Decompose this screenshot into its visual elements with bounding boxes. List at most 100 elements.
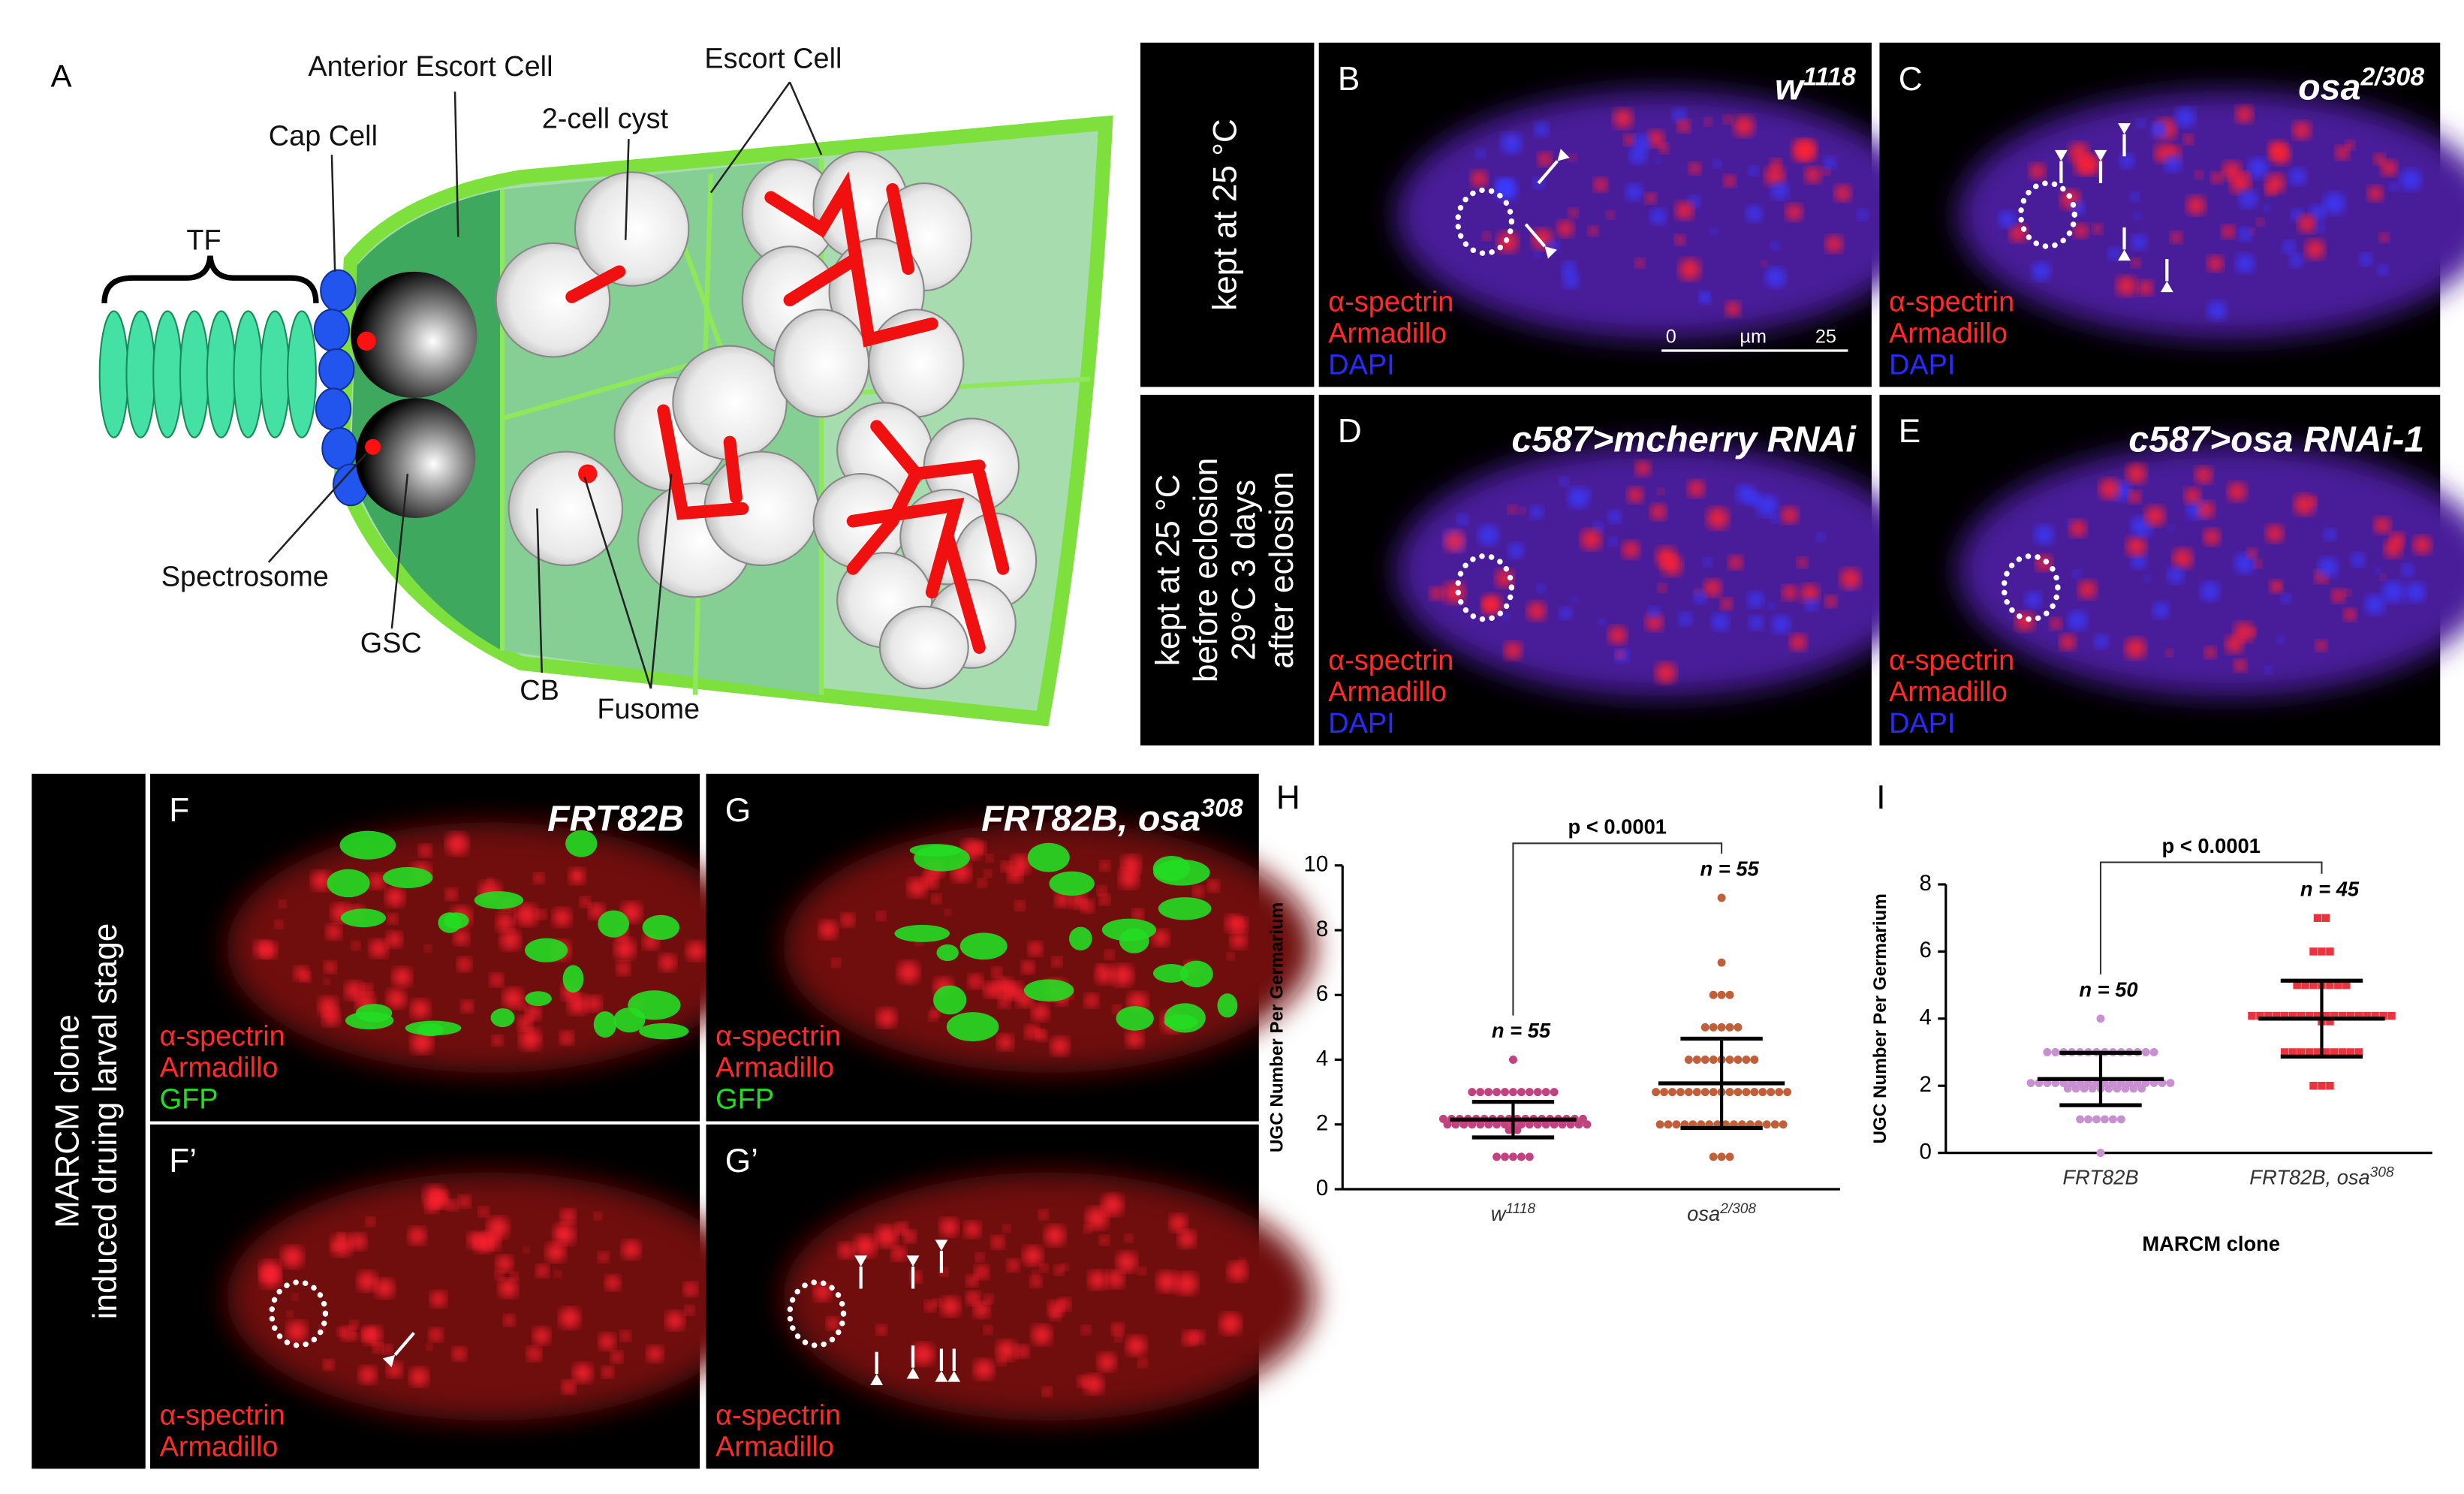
signal [1032,1004,1049,1021]
signal [2068,610,2088,631]
data-point [1484,1120,1493,1129]
signal [683,1282,697,1297]
signal [1650,208,1667,225]
data-point [1717,893,1726,902]
channel-label: Armadillo [1328,676,1447,708]
signal [430,1291,447,1308]
channel-label: α-spectrin [1889,645,2014,676]
x-tick-label-base: w [1491,1202,1508,1225]
signal [1789,634,1807,651]
signal [461,1000,474,1013]
scale-bar: 0 µm 25 [1661,326,1848,352]
signal [1023,1246,1043,1266]
signal [562,1380,576,1394]
signal [2389,532,2405,547]
signal [1657,488,1664,495]
signal [594,1212,602,1220]
signal [1114,1334,1122,1342]
signal [1723,115,1733,124]
signal [279,900,287,908]
x-tick-label: w1118 [1491,1201,1536,1226]
y-tick-label: 10 [1304,852,1329,877]
signal [2256,218,2264,227]
data-point [1770,1120,1779,1129]
data-point [1476,1120,1485,1129]
data-point [1517,1088,1526,1097]
micrograph [150,1124,755,1469]
signal [2379,574,2387,581]
signal [973,842,987,854]
signal [813,1283,832,1301]
data-point [1664,1120,1673,1129]
niche-outline [787,1279,847,1348]
data-point [2100,1115,2109,1124]
signal [453,929,469,945]
signal [2204,646,2217,658]
signal [2268,140,2288,160]
signal [1192,886,1204,897]
signal [1749,615,1764,631]
micrograph [1879,394,2464,745]
signal [2137,280,2154,296]
signal [1736,484,1755,504]
signal [977,878,987,888]
signal [2131,258,2141,268]
signal [2388,182,2398,191]
signal [1112,965,1134,986]
cap-cells [313,269,369,507]
signal [1634,258,1645,269]
signal [1001,861,1012,872]
signal [686,941,706,961]
signal [1138,1358,1147,1368]
signal [2281,593,2291,604]
signal [300,971,311,983]
data-point [2280,1011,2289,1020]
signal [1002,1224,1011,1233]
signal [1840,568,1861,589]
panel-letter: B [1338,61,1360,98]
signal [1169,1214,1187,1232]
signal [598,1252,609,1263]
signal [1132,908,1144,920]
data-point [2321,914,2330,922]
n-label: n = 55 [1492,1019,1551,1042]
signal [1227,952,1235,960]
micrograph [706,773,1315,1122]
signal [1016,1345,1029,1358]
signal [1429,586,1444,601]
signal [536,909,547,920]
signal [2134,212,2142,220]
signal [2050,617,2062,630]
gfp-signal [1217,993,1238,1018]
signal [907,878,926,897]
signal [523,1246,530,1254]
signal [1658,583,1667,593]
signal [2345,140,2355,150]
data-point [2305,1011,2314,1020]
signal [492,1035,503,1046]
channel-label: α-spectrin [1889,286,2014,318]
data-point [2293,980,2301,989]
data-point [2330,1011,2339,1020]
signal [2129,191,2140,202]
data-point [2076,1115,2085,1124]
signal [1592,522,1604,533]
signal [598,1333,616,1350]
niche-outline [2018,180,2077,249]
signal [973,1301,990,1318]
signal [974,1265,989,1279]
signal [1061,1264,1069,1271]
signal [1710,227,1718,236]
signal [1070,892,1086,908]
y-tick-label: 8 [1920,871,1932,896]
row-label: kept at 25 °C [1150,474,1187,667]
data-point [2096,1149,2105,1158]
data-point [2313,914,2322,922]
signal [1007,1259,1020,1272]
signal [1028,941,1043,956]
signal [1032,1324,1052,1345]
signal [1030,1276,1042,1288]
signal [2379,232,2390,242]
signal [2069,520,2087,538]
data-point [2063,1084,2072,1093]
